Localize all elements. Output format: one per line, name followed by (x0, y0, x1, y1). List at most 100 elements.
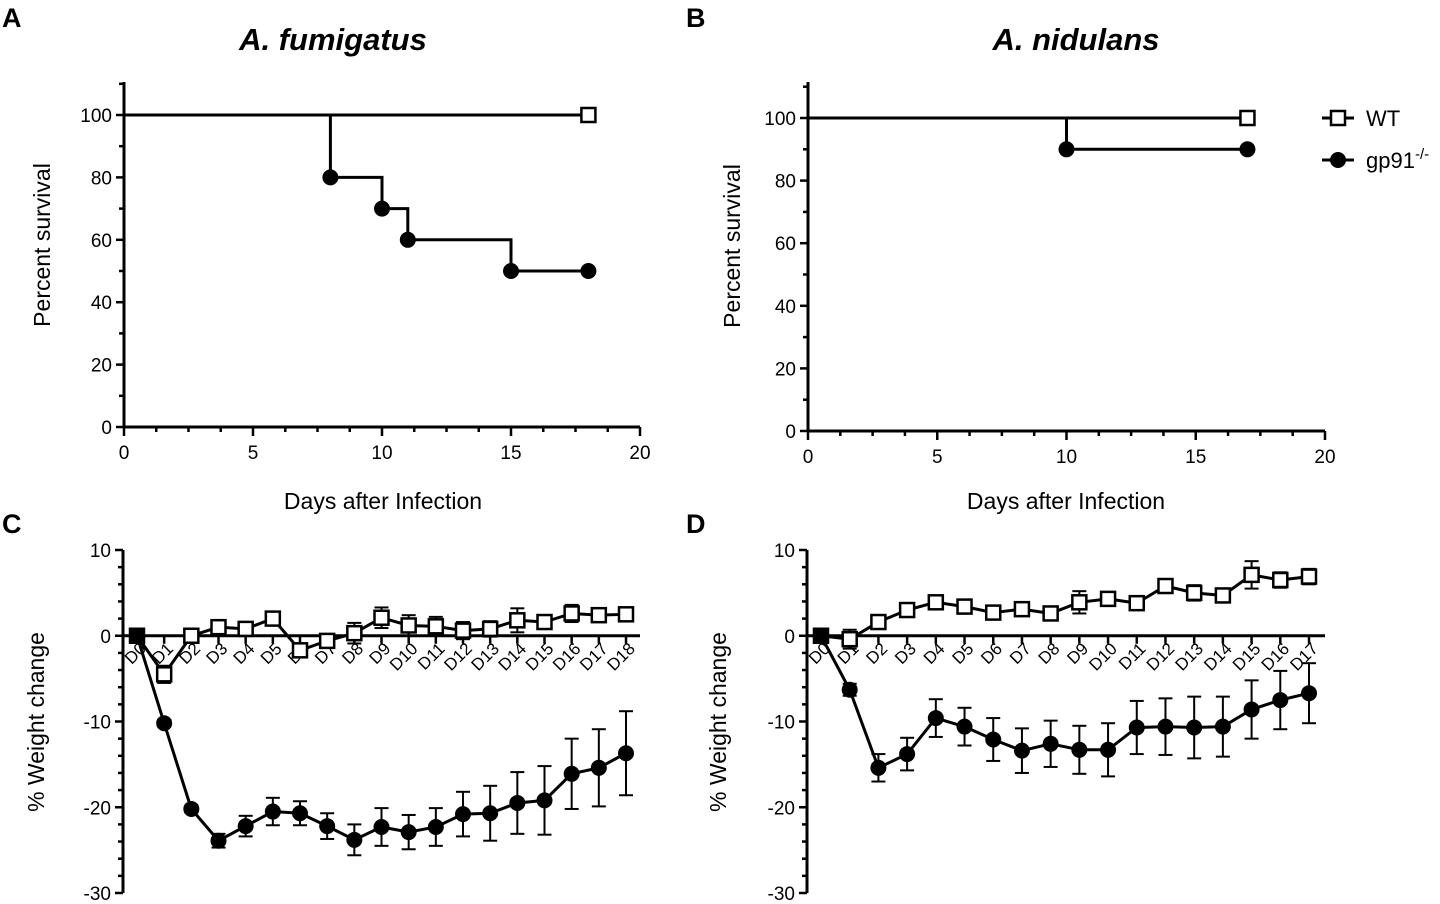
chart-c-ko-point (129, 627, 145, 644)
chart-d-x-tick-label: D7 (1006, 639, 1035, 668)
chart-c-wt-point (590, 606, 608, 624)
chart-d-x-tick-label: D13 (1172, 639, 1207, 674)
chart-d-x-tick-label: D2 (862, 639, 891, 668)
chart-d-wt-point (1128, 594, 1146, 612)
chart-c-x-tick-label: D3 (203, 639, 232, 668)
chart-c-ko-point (264, 803, 281, 820)
chart-c-ko-point (563, 765, 580, 782)
chart-d-ko-point (1214, 718, 1231, 735)
panel-letter-a: A (2, 3, 22, 33)
chart-c-y-tick-label: -30 (84, 884, 111, 904)
chart-d-x-tick-label: D3 (891, 639, 920, 668)
chart-c: -30-20-10010D0D1D2D3D4D5D6D7D8D9D10D11D1… (84, 541, 640, 904)
chart-a-y-tick-label: 60 (91, 231, 112, 252)
chart-b-y-tick-label: 60 (775, 234, 796, 255)
chart-c-x-tick-label: D4 (230, 639, 259, 668)
chart-d-ko-point (1272, 692, 1289, 709)
chart-c-ko-point (319, 818, 336, 835)
chart-c-ko-point (183, 800, 200, 817)
chart-d-wt-point (1272, 571, 1289, 589)
chart-d-wt-point (870, 613, 887, 631)
chart-a-y-tick-label: 0 (101, 418, 112, 439)
chart-d-y-tick-label: -30 (768, 884, 795, 904)
chart-c-ko-point (536, 792, 553, 809)
chart-d-wt-point (956, 598, 973, 615)
chart-c-wt-point (617, 606, 635, 623)
chart-c-y-tick-label: 10 (90, 541, 111, 562)
chart-a-y-tick-label: 100 (80, 106, 112, 127)
panel-letter-d: D (686, 509, 706, 539)
chart-d-wt-point (984, 604, 1002, 621)
chart-b-ko-line (808, 116, 1248, 151)
chart-c-wt-point (427, 618, 445, 635)
chart-c-wt-point (346, 624, 363, 642)
chart-a-ko-point (322, 169, 339, 186)
chart-b-x-tick-label: 10 (1056, 447, 1077, 468)
chart-b-ko-point (1239, 141, 1256, 158)
chart-b-y-tick-label: 100 (764, 109, 796, 130)
chart-c-y-tick-label: 0 (100, 627, 111, 648)
panel-letter-c: C (2, 509, 22, 539)
chart-c-wt-point (183, 627, 200, 644)
chart-c-ko-point (509, 794, 526, 811)
panel-letter-b: B (686, 3, 706, 33)
chart-a-ko-line (124, 113, 589, 273)
chart-c-wt-point (210, 618, 227, 636)
chart-d-ko-point (1186, 719, 1203, 736)
chart-c-wt-point (237, 620, 254, 638)
chart-c-ko-point (427, 818, 444, 835)
chart-c-wt-point (373, 609, 390, 626)
chart-c-ko-point (237, 818, 254, 835)
chart-a-y-tick-label: 80 (91, 168, 112, 189)
chart-d-ko-point (841, 681, 858, 698)
chart-d-ko-point (1243, 701, 1260, 718)
chart-d-x-tick-label: D10 (1085, 639, 1120, 674)
chart-c-wt-point (454, 622, 472, 639)
chart-d-ko-point (1071, 741, 1088, 758)
chart-d-wt-point (1243, 566, 1260, 584)
chart-d-wt-point (898, 601, 916, 619)
chart-d-wt-point (1071, 594, 1088, 611)
chart-d-x-tick-label: D17 (1286, 639, 1321, 674)
chart-d-y-axis-title: % Weight change (705, 632, 731, 812)
chart-d-x-tick-label: D6 (977, 639, 1006, 668)
chart-d-x-tick-label: D4 (920, 639, 949, 668)
chart-c-ko-point (455, 806, 471, 823)
chart-d-wt-point (927, 594, 945, 611)
chart-c-ko-point (482, 805, 499, 822)
chart-d-ko-point (927, 710, 944, 727)
chart-a-x-axis-title: Days after Infection (284, 488, 482, 514)
chart-d-wt-point (1099, 590, 1117, 608)
chart-b-y-tick-label: 80 (775, 172, 796, 193)
chart-d-ko-point (813, 627, 829, 644)
chart-d-ko-point (1128, 719, 1145, 736)
chart-d-ko-point (956, 718, 973, 735)
chart-d-y-tick-label: 0 (784, 627, 795, 648)
chart-a-wt-point (580, 106, 597, 124)
chart-c-ko-point (292, 805, 308, 822)
chart-a-ko-point (374, 200, 390, 217)
chart-b-x-axis-title: Days after Infection (967, 488, 1165, 514)
chart-b: 0 20 40 60 80 100 0 5 10 15 20 (764, 82, 1336, 468)
chart-d-ko-point (1100, 741, 1117, 758)
chart-d-ko-point (870, 759, 887, 776)
chart-d-wt-point (1214, 587, 1232, 604)
legend-ko-marker (1330, 152, 1346, 168)
chart-c-y-tick-label: -10 (84, 713, 111, 734)
chart-c-wt-point (318, 632, 336, 650)
chart-d-y-tick-label: -10 (768, 713, 795, 734)
chart-a-ko-point (503, 263, 519, 279)
chart-d-x-tick-label: D15 (1229, 639, 1264, 674)
chart-d-wt-point (1013, 600, 1031, 618)
chart-d-ko-point (1301, 685, 1317, 702)
chart-d-wt-point (1157, 577, 1174, 595)
chart-d-ko-point (899, 746, 916, 763)
chart-d-wt-point (1300, 568, 1318, 585)
chart-c-wt-point (291, 642, 309, 659)
chart-c-x-tick-label: D11 (414, 639, 449, 674)
legend-ko-superscript: -/- (1415, 146, 1429, 163)
chart-d-wt-point (1042, 605, 1059, 622)
chart-a-x-tick-label: 15 (500, 443, 521, 464)
chart-d-x-tick-label: D12 (1143, 639, 1178, 674)
